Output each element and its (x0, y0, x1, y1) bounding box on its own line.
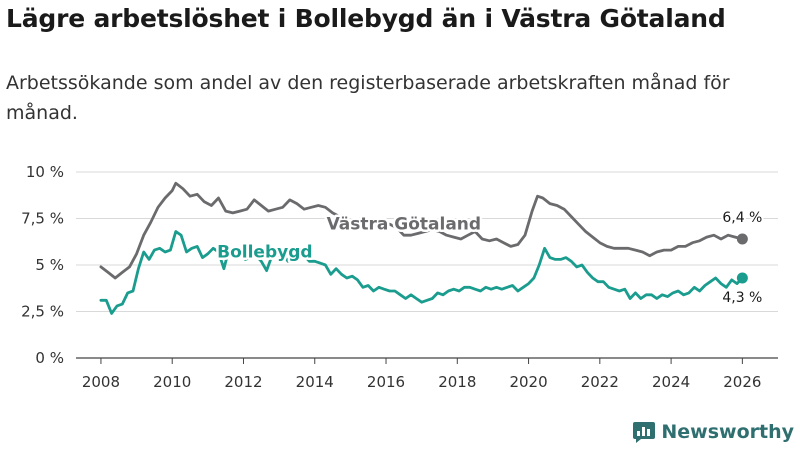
x-tick-label: 2014 (296, 373, 334, 391)
x-tick-label: 2010 (153, 373, 191, 391)
x-tick-label: 2016 (367, 373, 405, 391)
series-lines (99, 181, 744, 315)
series-label-bollebygd: Bollebygd (217, 243, 312, 263)
end-marker-bollebygd (736, 272, 748, 284)
x-tick-label: 2012 (224, 373, 262, 391)
y-tick-label: 7,5 % (21, 210, 64, 228)
x-tick-label: 2022 (581, 373, 619, 391)
x-axis: 2008 2010 2012 2014 2016 2018 2020 2022 2024 2026 (82, 358, 761, 391)
x-tick-label: 2024 (652, 373, 690, 391)
x-tick-label: 2008 (82, 373, 120, 391)
end-label-bollebygd: 4,3 % (722, 290, 762, 306)
y-tick-label: 2,5 % (21, 303, 64, 321)
newsworthy-logo: Newsworthy (632, 420, 794, 444)
chart-subtitle: Arbetssökande som andel av den registerb… (6, 72, 730, 124)
y-tick-label: 10 % (26, 163, 64, 181)
series-line-vastra-gotaland (99, 181, 744, 280)
end-marker-vastra-gotaland (736, 233, 748, 245)
brand-name: Newsworthy (661, 421, 794, 443)
chart-title: Lägre arbetslöshet i Bollebygd än i Väst… (6, 4, 726, 33)
end-label-vastra-gotaland: 6,4 % (722, 210, 762, 226)
y-axis: 0 % 2,5 % 5 % 7,5 % 10 % (21, 163, 64, 367)
x-tick-label: 2018 (438, 373, 476, 391)
chart-logo-icon (633, 422, 656, 443)
series-labels: Västra Götaland 6,4 % Bollebygd 4,3 % (215, 208, 765, 308)
x-tick-label: 2020 (509, 373, 547, 391)
grid (76, 171, 778, 359)
y-tick-label: 5 % (35, 256, 64, 274)
x-tick-label: 2026 (723, 373, 761, 391)
series-label-vastra-gotaland: Västra Götaland (327, 215, 482, 235)
y-tick-label: 0 % (35, 349, 64, 367)
series-line-bollebygd (99, 230, 744, 315)
